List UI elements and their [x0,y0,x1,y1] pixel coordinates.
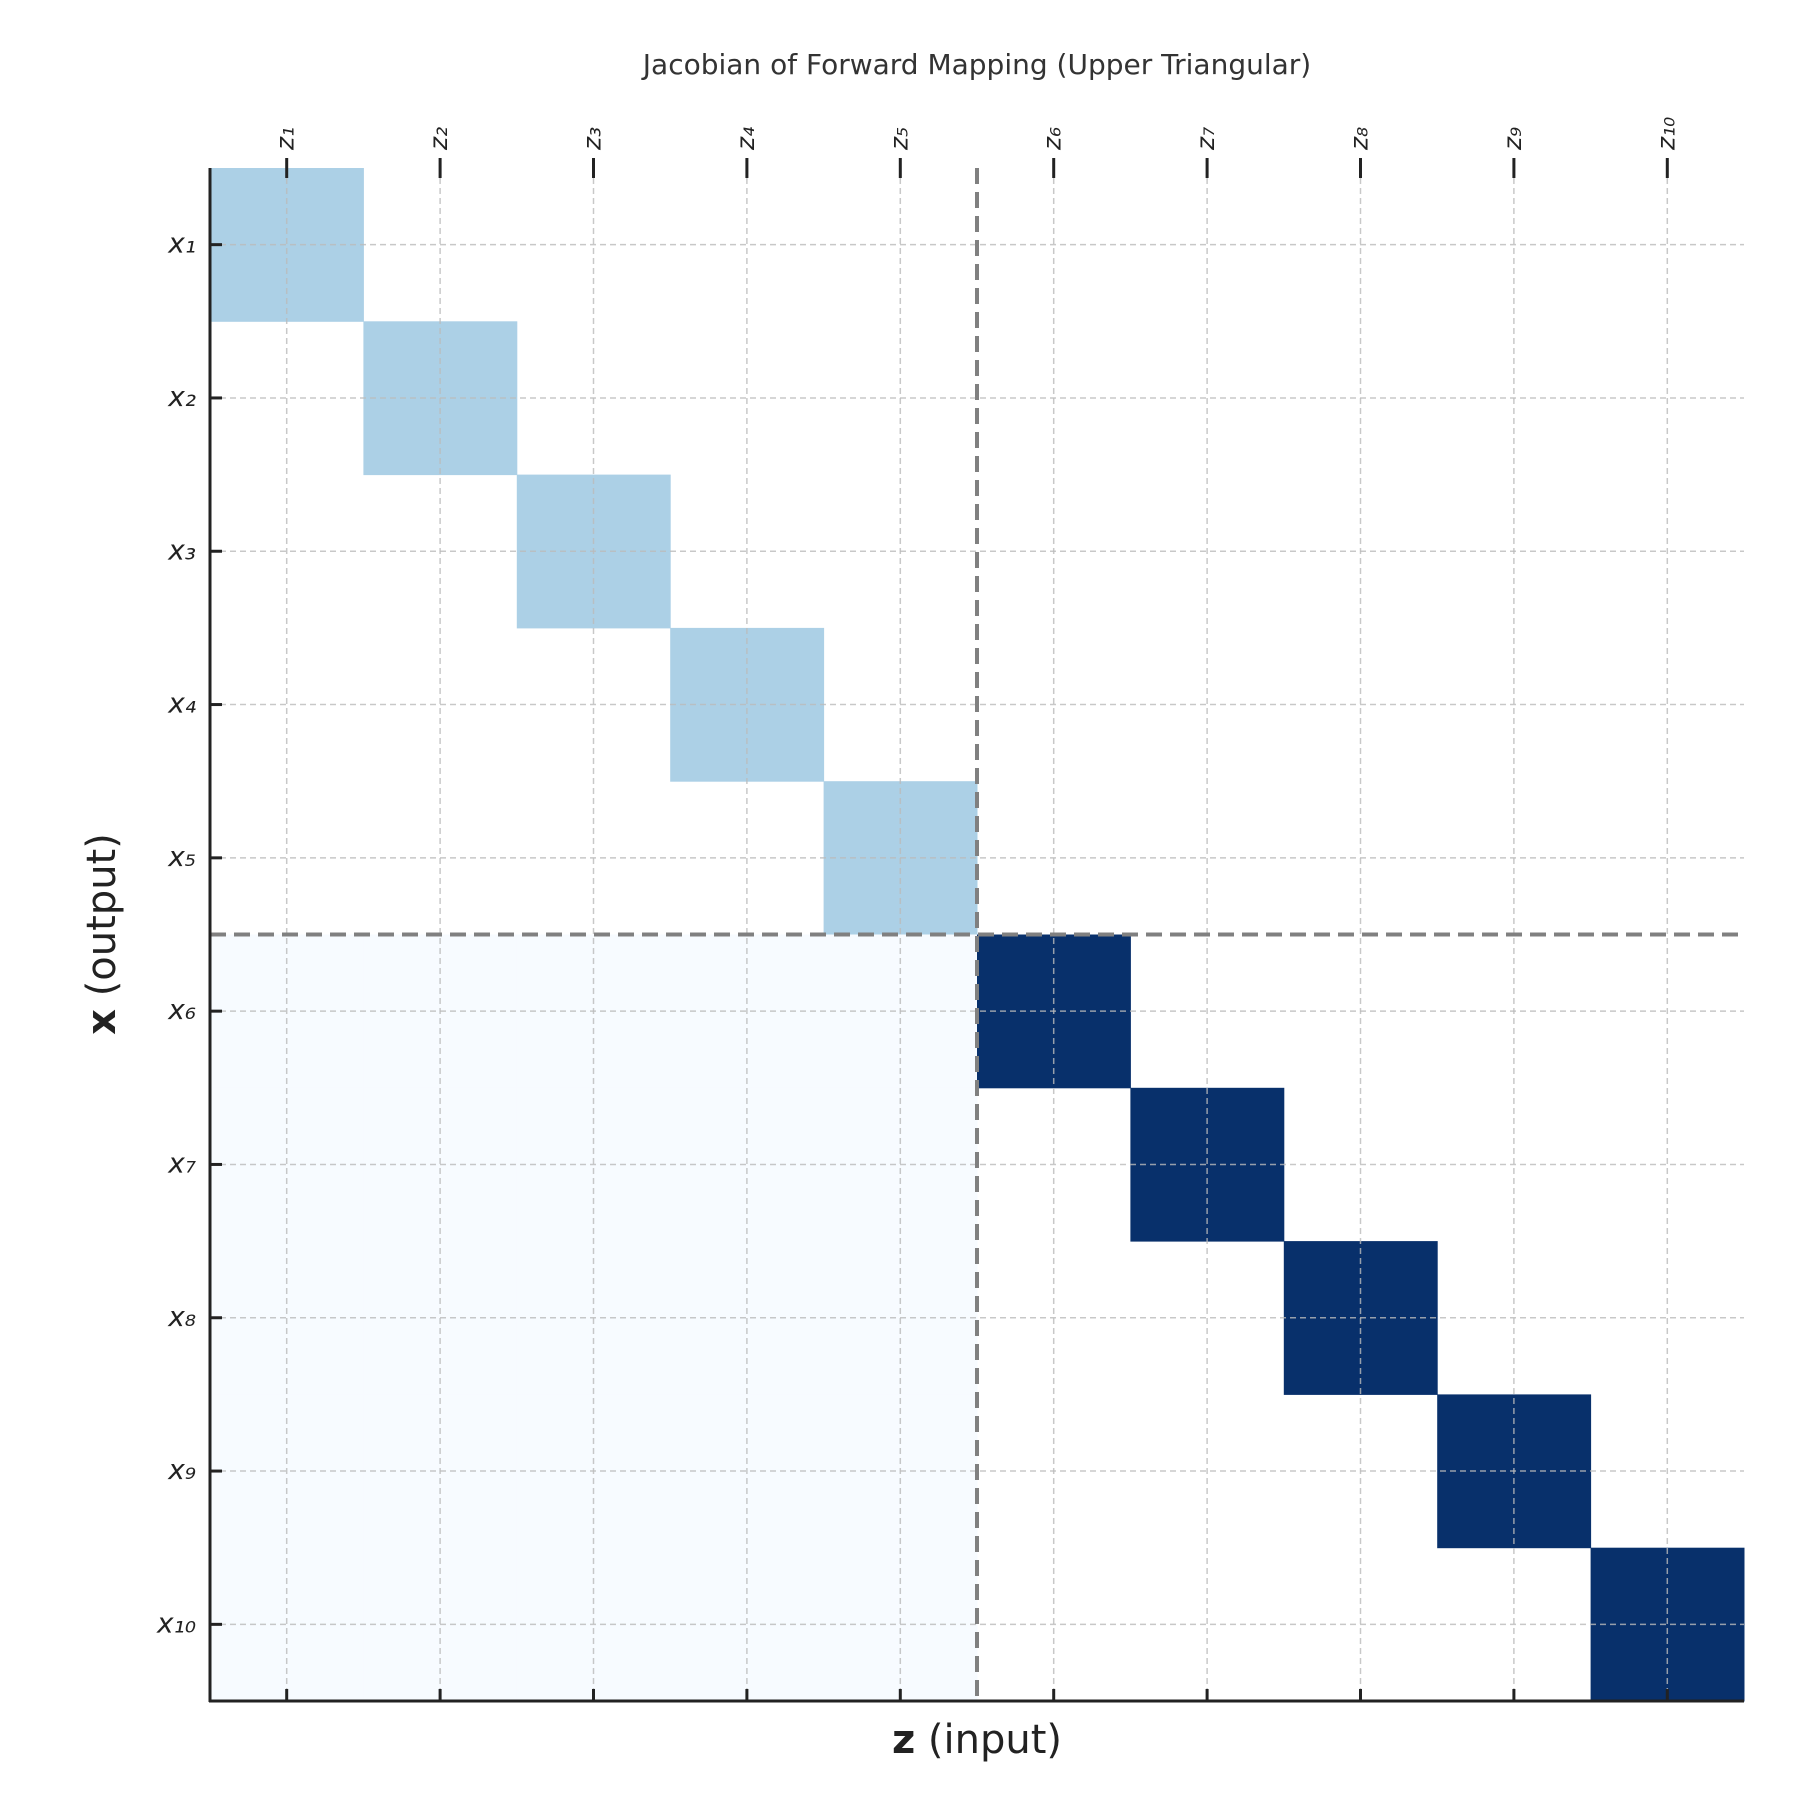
x-tick-label: z₁₀ [1651,117,1680,151]
y-tick-label: x₆ [167,993,196,1026]
x-tick-label: z₂ [424,127,453,151]
y-tick-label: x₇ [167,1146,197,1179]
x-tick-label: z₁ [271,127,300,151]
y-tick-label: x₁ [167,227,196,260]
chart-title: Jacobian of Forward Mapping (Upper Trian… [641,48,1311,81]
y-tick-label: x₈ [167,1300,196,1333]
x-tick-label: z₉ [1498,127,1527,151]
y-tick-label: x₃ [167,533,196,566]
x-tick-label: z₆ [1038,127,1067,151]
y-tick-label: x₄ [167,687,196,720]
x-tick-label: z₈ [1345,127,1374,151]
y-tick-label: x₉ [167,1453,196,1486]
x-tick-label: z₄ [731,127,760,151]
y-tick-label: x₂ [167,380,196,413]
y-tick-label: x₁₀ [156,1606,196,1639]
x-tick-label: z₃ [578,127,607,151]
x-axis-label: z (input) [892,1717,1062,1763]
y-tick-label: x₅ [167,840,196,873]
x-tick-label: z₇ [1191,127,1220,151]
x-tick-label: z₅ [884,127,913,151]
y-axis-label: x (output) [79,833,125,1035]
